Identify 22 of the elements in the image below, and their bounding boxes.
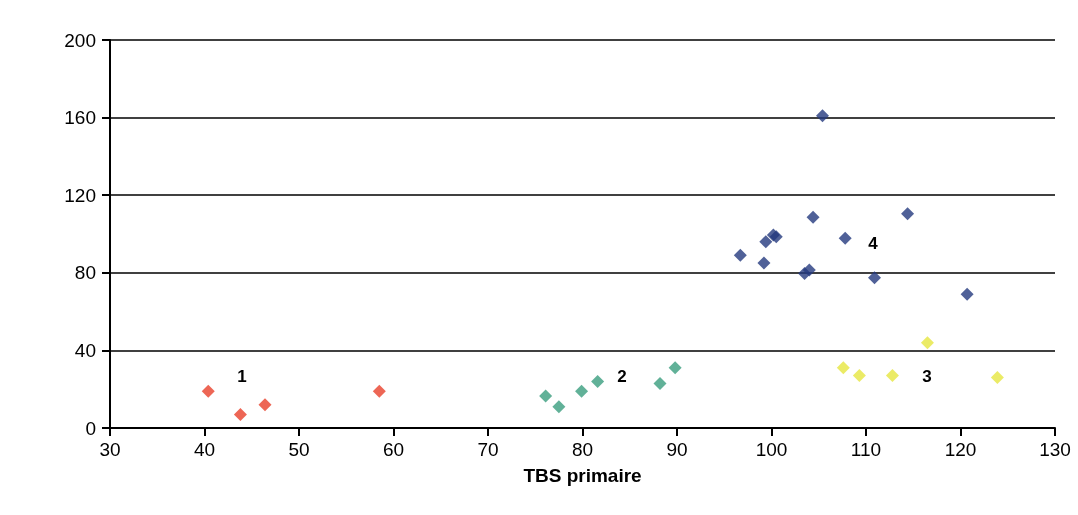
x-tick-label: 120 [944,439,977,460]
annotation: 1 [237,366,247,386]
x-tick-label: 70 [477,439,499,460]
y-tick-label: 120 [64,184,96,206]
x-tick-label: 60 [382,439,405,460]
x-tick-label: 30 [99,439,121,460]
y-tick-label: 40 [74,339,96,361]
y-tick-label: 160 [64,107,96,129]
x-tick-label: 100 [755,439,788,460]
y-tick-label: 0 [85,417,96,439]
x-tick-label: 40 [193,439,216,460]
x-tick-label: 110 [850,439,882,460]
y-tick-label: 200 [64,29,96,51]
x-axis-title: TBS primaire [523,465,642,486]
x-tick-label: 130 [1039,439,1071,460]
annotation: 4 [868,233,879,253]
x-tick-label: 50 [288,439,310,460]
y-tick-label: 80 [74,262,96,284]
x-tick-label: 80 [571,439,594,460]
x-tick-label: 90 [666,439,688,460]
annotation: 2 [617,366,627,386]
annotation: 3 [922,366,932,386]
